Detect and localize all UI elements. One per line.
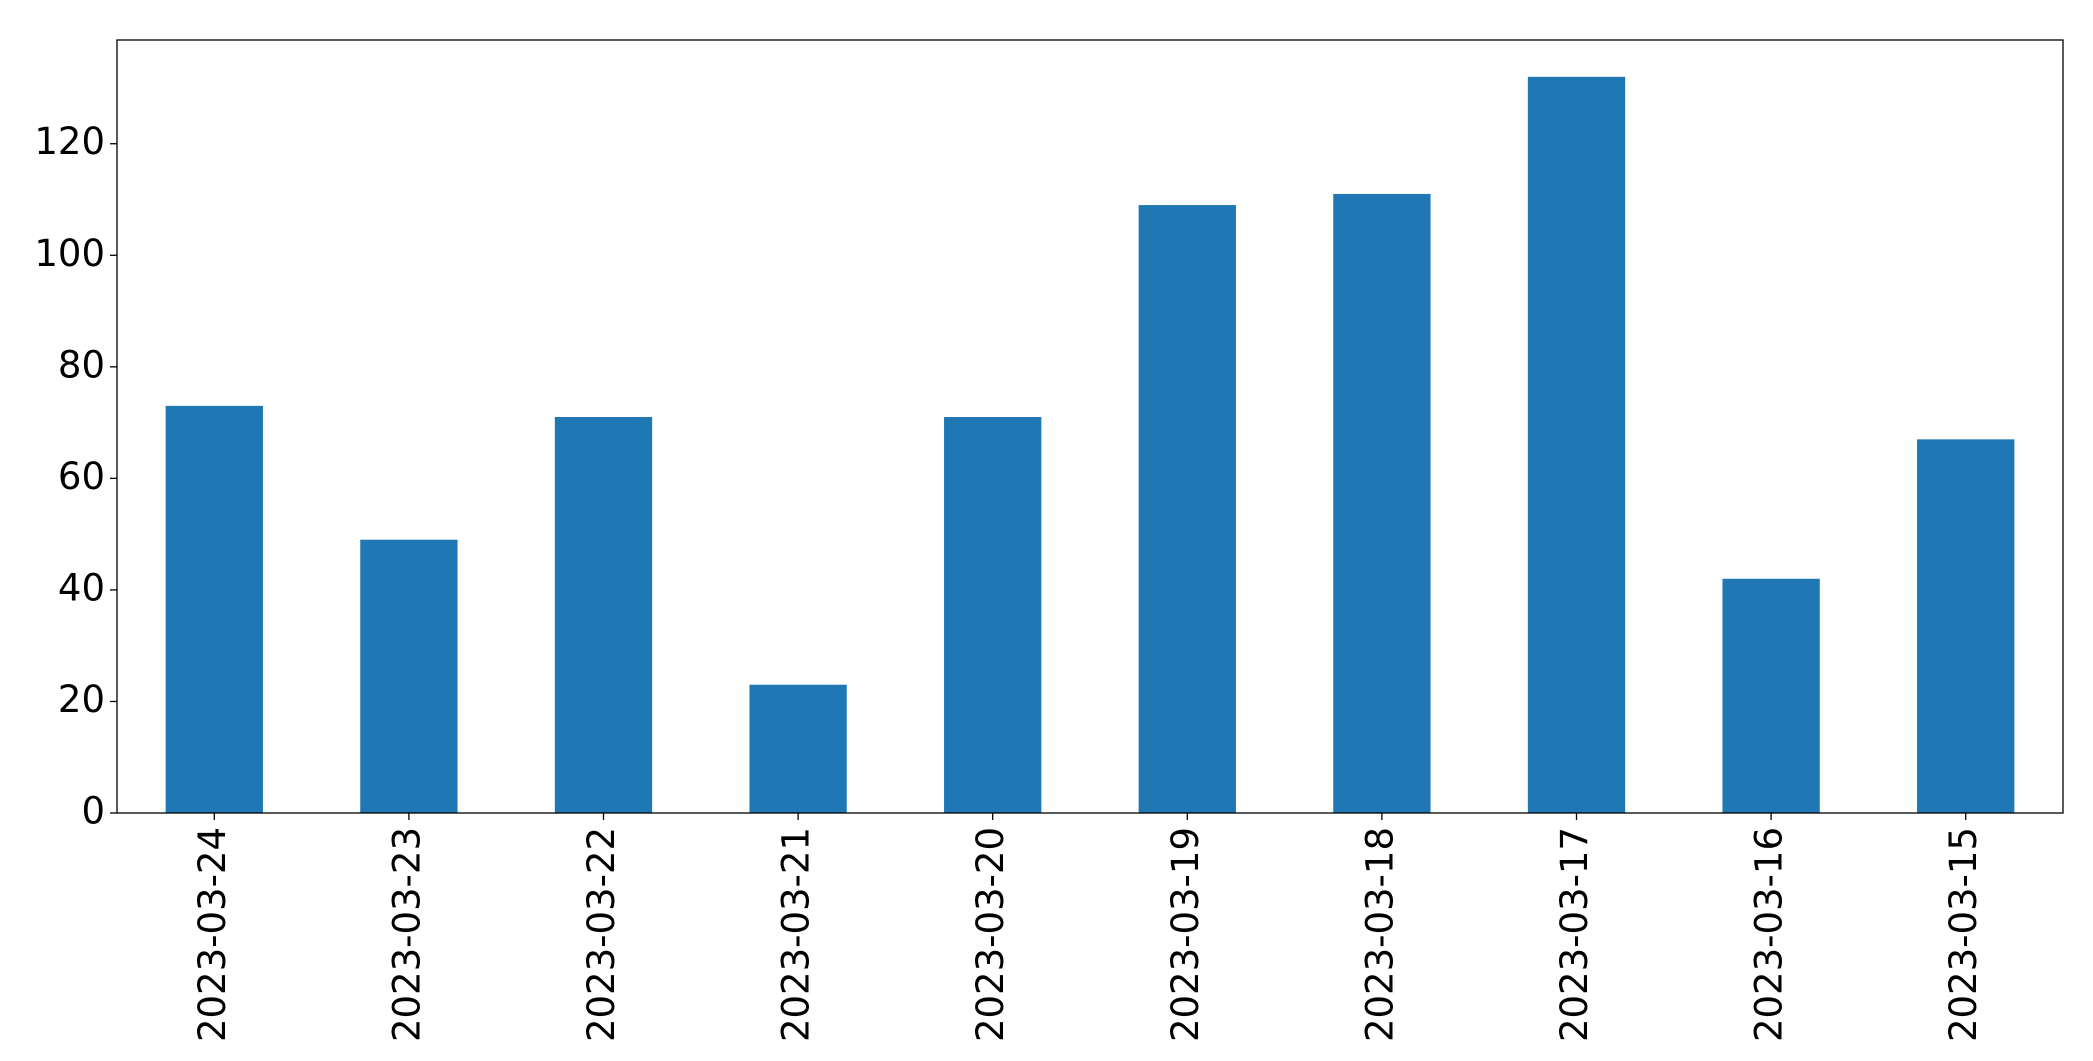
y-tick-label: 0 <box>81 790 105 833</box>
bar <box>944 417 1042 813</box>
bar <box>1138 205 1236 813</box>
x-tick-label: 2023-03-22 <box>580 827 623 1042</box>
x-tick-label: 2023-03-15 <box>1942 827 1985 1042</box>
bar <box>1527 76 1626 814</box>
y-tick-label: 80 <box>58 343 105 386</box>
y-tick-label: 100 <box>34 232 105 275</box>
x-tick-label: 2023-03-21 <box>775 827 818 1042</box>
bar <box>1333 193 1431 814</box>
y-tick-label: 120 <box>34 120 105 163</box>
y-tick-label: 40 <box>58 566 105 609</box>
y-tick-label: 60 <box>58 455 105 498</box>
x-tick-label: 2023-03-16 <box>1748 827 1791 1042</box>
bar <box>1722 578 1820 813</box>
x-tick-label: 2023-03-24 <box>191 827 234 1042</box>
bar <box>1917 439 2015 813</box>
bar <box>749 684 847 813</box>
x-tick-label: 2023-03-17 <box>1553 827 1596 1042</box>
x-tick-label: 2023-03-23 <box>385 827 428 1042</box>
bar <box>165 405 263 813</box>
x-tick-label: 2023-03-18 <box>1358 827 1401 1042</box>
bar <box>554 417 653 813</box>
x-tick-label: 2023-03-20 <box>969 827 1012 1042</box>
x-tick-label: 2023-03-19 <box>1164 827 1207 1042</box>
y-tick-label: 20 <box>58 678 105 721</box>
plot-frame <box>116 39 2064 814</box>
bar <box>360 539 458 813</box>
